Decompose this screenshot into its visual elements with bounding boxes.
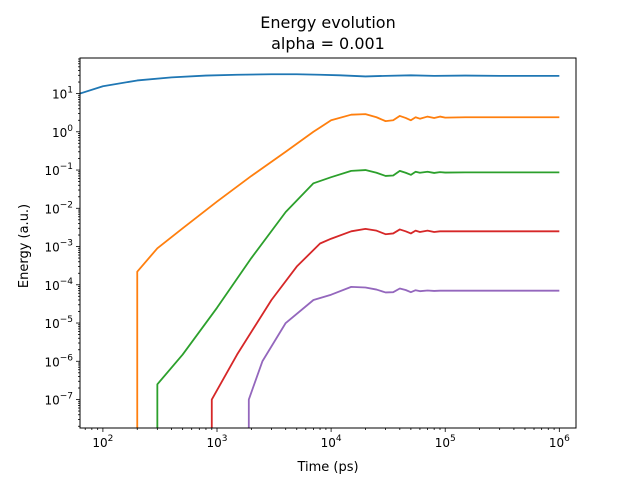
y-tick-label: 10−4 (44, 277, 73, 293)
series-layer (80, 73, 560, 428)
axes-frame (79, 57, 577, 429)
y-tick-label: 10−5 (44, 315, 73, 331)
y-tick-label: 100 (52, 124, 73, 140)
series-line-3 (156, 169, 560, 428)
chart-title: Energy evolution (260, 13, 395, 32)
series-line-4 (210, 227, 560, 428)
x-tick-label: 103 (206, 434, 227, 450)
x-tick-label: 106 (549, 434, 570, 450)
series-line-5 (247, 285, 560, 428)
x-tick-label: 104 (321, 434, 342, 450)
series-line-1 (80, 73, 560, 95)
y-tick-label: 10−6 (44, 353, 73, 369)
x-tick-label: 102 (92, 434, 113, 450)
x-axis: 102 103 104 105 106 (84, 428, 570, 450)
y-tick-label: 101 (52, 86, 73, 102)
series-line-2 (136, 113, 560, 428)
y-tick-label: 10−1 (44, 162, 73, 178)
y-tick-label: 10−3 (44, 239, 73, 255)
y-axis: 10−7 10−6 10−5 10−4 10−3 10−2 10−1 100 101 (44, 58, 80, 427)
x-tick-label: 105 (435, 434, 456, 450)
y-tick-label: 10−2 (44, 200, 73, 216)
y-axis-label: Energy (a.u.) (17, 204, 32, 288)
y-tick-label: 10−7 (44, 392, 73, 408)
chart-subtitle: alpha = 0.001 (271, 34, 385, 53)
x-axis-label: Time (ps) (296, 460, 358, 475)
